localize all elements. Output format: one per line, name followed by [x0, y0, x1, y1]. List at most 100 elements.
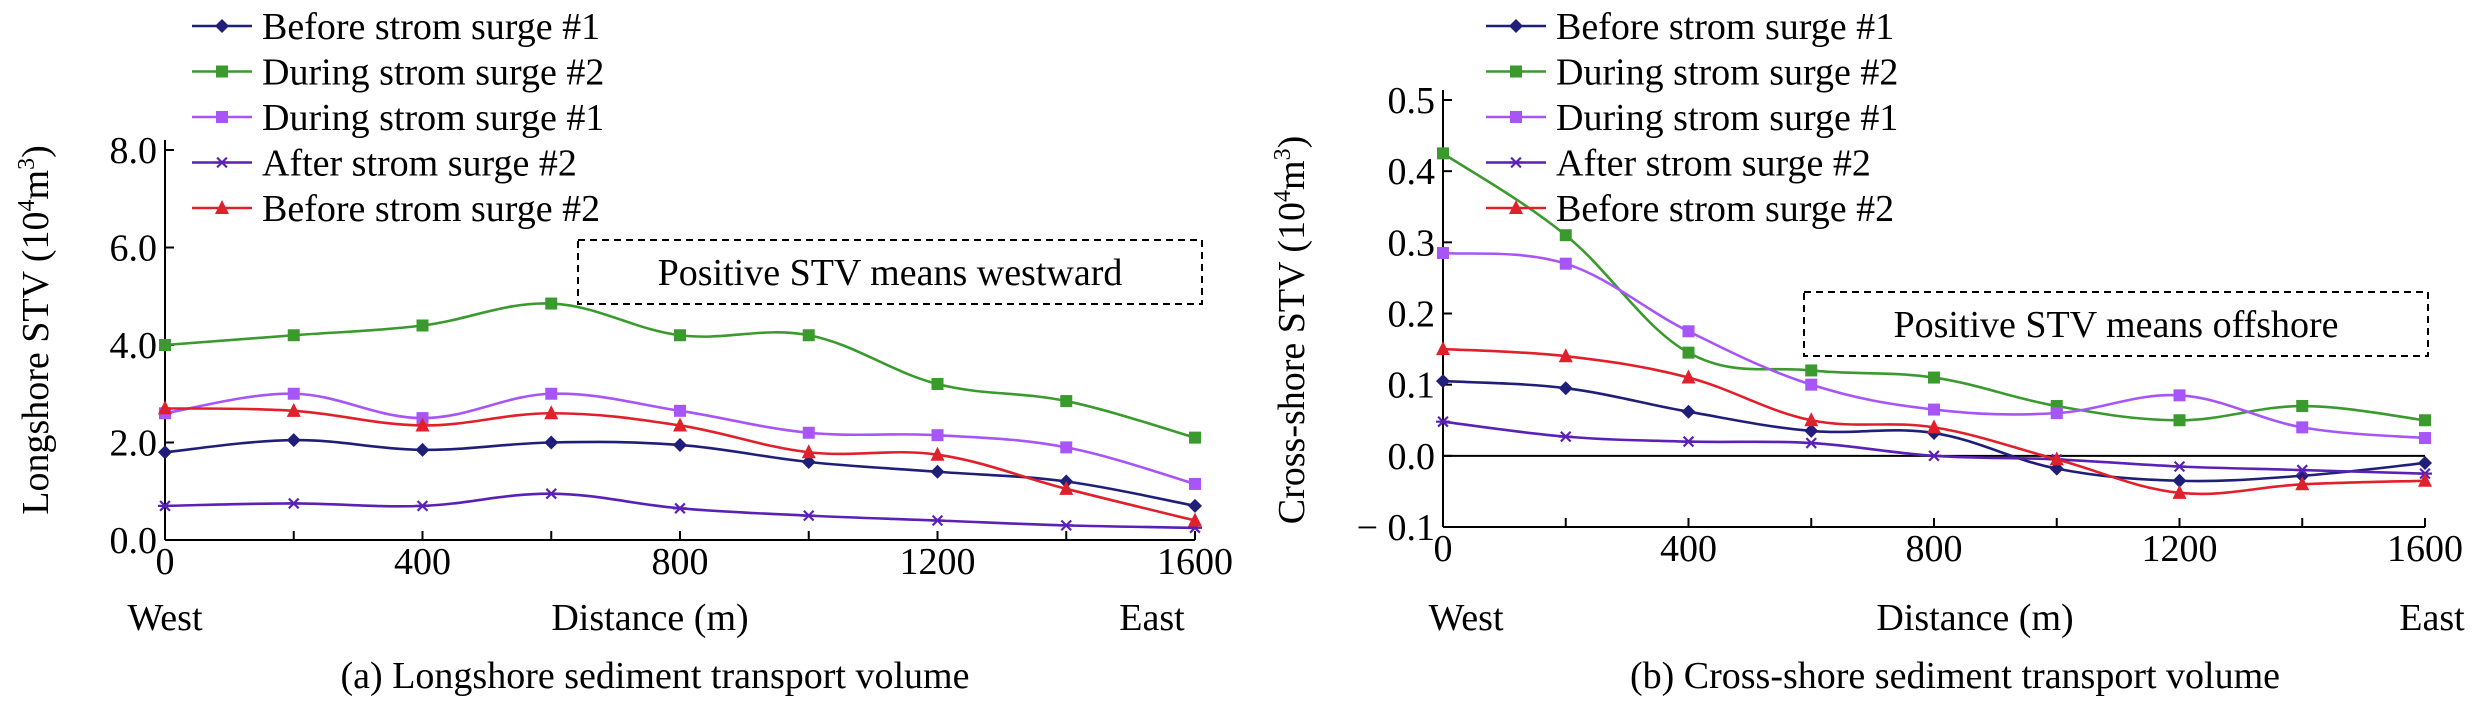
data-point	[930, 514, 945, 527]
x-tick-label: 0	[156, 541, 175, 583]
data-point	[286, 402, 301, 417]
data-point	[2172, 484, 2187, 499]
data-point	[2172, 460, 2187, 473]
panel-a-x-east-label: East	[1119, 597, 1185, 639]
legend-item: During strom surge #2	[1486, 52, 1898, 94]
legend-item: During strom surge #2	[192, 52, 604, 94]
data-point	[673, 437, 687, 452]
data-point	[415, 500, 430, 512]
x-tick-label: 400	[394, 541, 451, 583]
data-point	[1681, 404, 1696, 419]
data-point	[415, 442, 430, 457]
legend-item: After strom surge #2	[1486, 143, 1871, 185]
panel-a-annotation-text: Positive STV means westward	[658, 252, 1123, 294]
data-point	[1559, 229, 1572, 242]
series-3	[1437, 247, 2431, 445]
data-point	[415, 417, 430, 432]
data-point	[1188, 498, 1202, 513]
data-point	[931, 429, 944, 442]
legend-swatch-marker	[216, 65, 228, 78]
data-point	[2049, 451, 2064, 466]
panel-b-caption: (b) Cross-shore sediment transport volum…	[1630, 655, 2280, 697]
y-tick-label: 0.4	[1388, 151, 1436, 193]
panel-a-x-west-label: West	[127, 597, 202, 639]
data-point	[545, 387, 558, 400]
data-point	[158, 500, 172, 512]
data-point	[1189, 431, 1201, 444]
data-point	[2419, 414, 2431, 427]
legend-item: During strom surge #1	[192, 97, 604, 139]
legend-swatch-marker	[215, 156, 229, 169]
panel-a-annotation-box	[577, 239, 1203, 305]
legend-item: During strom surge #1	[1486, 97, 1898, 139]
data-point	[1437, 247, 1449, 260]
panel-a-y-axis-label: Longshore STV (104m3)	[14, 145, 57, 515]
legend-label: During strom surge #1	[1556, 97, 1898, 139]
y-tick-label: 2.0	[110, 423, 158, 465]
series-2	[159, 297, 1201, 444]
panel-b-annotation-box	[1803, 291, 2429, 357]
legend-swatch-marker	[215, 19, 229, 33]
legend-label: Before strom surge #1	[262, 6, 600, 48]
data-point	[1059, 480, 1074, 495]
panel-a-x-axis-label: Distance (m)	[551, 597, 748, 639]
y-tick-label: 4.0	[110, 325, 158, 367]
data-point	[1681, 369, 1696, 384]
data-point	[1436, 415, 1450, 428]
data-point	[1558, 430, 1573, 443]
legend-item: Before strom surge #2	[1486, 188, 1894, 230]
data-point	[674, 329, 686, 342]
data-point	[2418, 455, 2432, 470]
data-point	[416, 319, 429, 332]
legend-swatch-marker	[1509, 156, 1523, 169]
x-tick-label: 1600	[1157, 541, 1233, 583]
panel-a-plot-area: 0 400 800 1200 1600 0.0 2.0 4.0 6.0 8.0	[110, 130, 1234, 583]
legend-item: Before strom surge #2	[192, 188, 600, 230]
data-point	[930, 446, 945, 461]
x-tick-label: 800	[1906, 528, 1963, 570]
data-point	[1927, 419, 1941, 434]
y-tick-label: 0.3	[1388, 222, 1436, 264]
data-point	[2173, 414, 2186, 427]
legend-label: Before strom surge #1	[1556, 6, 1894, 48]
legend-label: Before strom surge #2	[1556, 188, 1894, 230]
panel-b-annotation-text: Positive STV means offshore	[1893, 304, 2338, 346]
data-point	[931, 378, 944, 390]
y-tick-label: − 0.1	[1357, 507, 1435, 549]
data-point	[544, 488, 559, 500]
data-point	[801, 444, 816, 459]
data-point	[2172, 473, 2187, 488]
data-point	[1804, 437, 1819, 449]
data-point	[1060, 395, 1073, 408]
legend-swatch-marker	[216, 111, 228, 123]
data-point	[1804, 412, 1819, 427]
data-point	[2295, 464, 2310, 476]
x-tick-label: 1600	[2387, 528, 2463, 570]
x-tick-label: 0	[1434, 528, 1453, 570]
data-point	[287, 329, 300, 342]
y-tick-label: 6.0	[110, 228, 158, 270]
legend-swatch-marker	[215, 200, 229, 214]
data-point	[158, 445, 172, 460]
x-tick-label: 1200	[900, 541, 976, 583]
data-point	[1682, 325, 1695, 338]
legend-label: Before strom surge #2	[262, 188, 600, 230]
data-point	[674, 404, 686, 417]
data-point	[544, 405, 559, 420]
data-point	[286, 497, 301, 510]
data-point	[1928, 371, 1940, 384]
series-4	[158, 488, 1202, 534]
data-point	[1558, 348, 1573, 363]
data-point	[1682, 346, 1695, 359]
data-point	[1188, 512, 1202, 527]
data-point	[1804, 423, 1819, 438]
legend-label: During strom surge #1	[262, 97, 604, 139]
panel-b-plot-area: 0 400 800 1200 1600 − 0.1 0.0 0.1 0.2 0.3 0.4 0.5	[1357, 80, 2463, 570]
data-point	[2173, 389, 2186, 402]
legend-swatch-marker	[1509, 19, 1523, 33]
data-point	[930, 464, 945, 479]
legend-label: During strom surge #2	[262, 52, 604, 94]
data-point	[544, 435, 559, 450]
